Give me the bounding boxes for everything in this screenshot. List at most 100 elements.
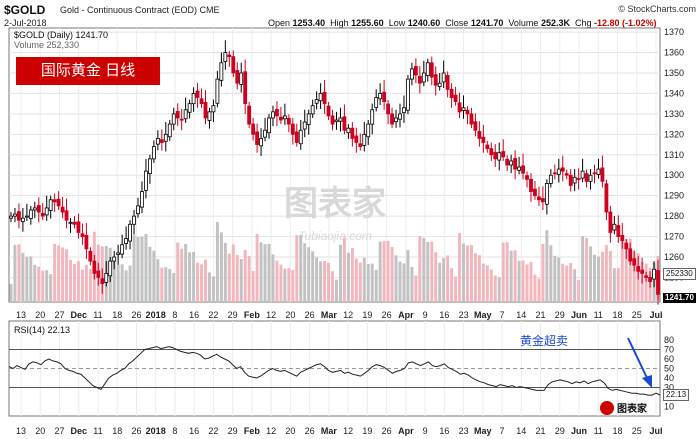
- volume-bar: [557, 257, 561, 302]
- candle-body: [461, 107, 466, 112]
- x-tick-label: 7: [500, 310, 505, 320]
- x-tick-label: 18: [613, 426, 623, 436]
- volume-bar: [632, 251, 636, 302]
- candle-body: [223, 52, 228, 62]
- volume-bar: [247, 256, 251, 302]
- candle-body: [608, 211, 613, 233]
- volume-bar: [69, 259, 73, 302]
- candle-body: [497, 152, 502, 161]
- candle-body: [163, 133, 168, 142]
- candle-body: [465, 109, 470, 115]
- x-tick-label: Apr: [398, 310, 414, 320]
- x-tick-label: 26: [131, 310, 141, 320]
- volume-bar: [263, 244, 267, 302]
- volume-bar: [207, 272, 211, 302]
- volume-bar: [315, 257, 319, 302]
- candle-body: [604, 183, 609, 213]
- logo-icon: [600, 401, 614, 415]
- rsi-legend: RSI(14) 22.13: [14, 325, 71, 335]
- annotation-arrow: [627, 337, 649, 381]
- volume-bar: [374, 269, 378, 302]
- candle-body: [68, 221, 73, 224]
- volume-bar: [386, 240, 390, 302]
- volume-bar: [390, 247, 394, 302]
- x-tick-label: 9: [423, 426, 428, 436]
- candle-body: [437, 82, 442, 87]
- candle-body: [564, 173, 569, 176]
- volume-bar: [227, 253, 231, 302]
- volume-bar: [489, 269, 493, 302]
- ohlc-stats: Open 1253.40 High 1255.60 Low 1240.60 Cl…: [268, 18, 657, 28]
- volume-bar: [124, 270, 128, 302]
- volume-bar: [593, 254, 596, 302]
- volume-last-tag: 252330: [663, 268, 696, 280]
- candle-body: [171, 113, 176, 125]
- candle-body: [513, 158, 518, 170]
- volume-bar: [485, 265, 489, 302]
- candle-body: [32, 207, 37, 211]
- volume-bar: [462, 243, 465, 302]
- candle-body: [255, 131, 260, 145]
- candle-body: [151, 146, 156, 160]
- x-tick-label: 16: [439, 310, 449, 320]
- volume-bar: [569, 263, 573, 302]
- candle-body: [318, 93, 323, 102]
- candle-body: [271, 111, 275, 119]
- volume-bar: [573, 269, 577, 302]
- candle-body: [306, 113, 311, 125]
- x-tick-label: 7: [500, 426, 505, 436]
- volume-bar: [37, 266, 41, 302]
- candle-body: [481, 136, 486, 143]
- volume-bar: [84, 264, 88, 302]
- candle-body: [199, 98, 204, 105]
- volume-bar: [414, 275, 418, 302]
- x-tick-label: 16: [189, 310, 199, 320]
- volume-bar: [350, 248, 354, 302]
- volume-bar: [112, 260, 116, 302]
- x-tick-label: Jun: [571, 310, 587, 320]
- watermark-en: Tubiaojia.com: [298, 229, 372, 243]
- candle-body: [267, 117, 271, 134]
- candle-body: [529, 178, 533, 192]
- price-tick-label: 1360: [664, 48, 684, 58]
- x-tick-label: 29: [555, 426, 565, 436]
- volume-bar: [505, 242, 509, 302]
- candle-body: [580, 170, 585, 179]
- candle-body: [398, 113, 402, 120]
- x-tick-label: 19: [362, 426, 372, 436]
- candle-body: [302, 121, 307, 130]
- rsi-tick-label: 40: [664, 373, 674, 383]
- volume-bar: [644, 263, 648, 302]
- volume-bar: [525, 264, 529, 302]
- candle-body: [378, 93, 383, 100]
- x-tick-label: 16: [439, 426, 449, 436]
- candle-body: [17, 211, 21, 221]
- x-tick-label: 22: [208, 426, 218, 436]
- x-tick-label: Mar: [321, 426, 338, 436]
- volume-bar: [271, 254, 275, 302]
- x-tick-label: 12: [343, 426, 353, 436]
- candle-body: [211, 105, 216, 113]
- price-legend: $GOLD (Daily) 1241.70 Volume 252,330: [14, 30, 109, 50]
- candle-body: [449, 88, 454, 98]
- candle-body: [52, 199, 57, 203]
- candle-body: [620, 234, 625, 242]
- volume-bar: [25, 256, 29, 302]
- x-tick-label: 20: [285, 310, 295, 320]
- candle-body: [362, 133, 367, 146]
- candle-body: [155, 138, 160, 145]
- volume-bar: [200, 264, 204, 302]
- candle-body: [13, 213, 17, 217]
- volume-bar: [430, 241, 434, 302]
- candle-body: [652, 268, 656, 280]
- candle-body: [402, 107, 406, 114]
- volume-bar: [596, 256, 600, 302]
- x-tick-label: 27: [54, 310, 64, 320]
- volume-bar: [80, 269, 84, 302]
- x-tick-label: 11: [93, 310, 102, 320]
- volume-bar: [152, 250, 156, 302]
- candle-body: [636, 266, 641, 272]
- x-tick-label: Feb: [244, 310, 261, 320]
- volume-bar: [136, 237, 140, 302]
- candle-body: [128, 223, 132, 242]
